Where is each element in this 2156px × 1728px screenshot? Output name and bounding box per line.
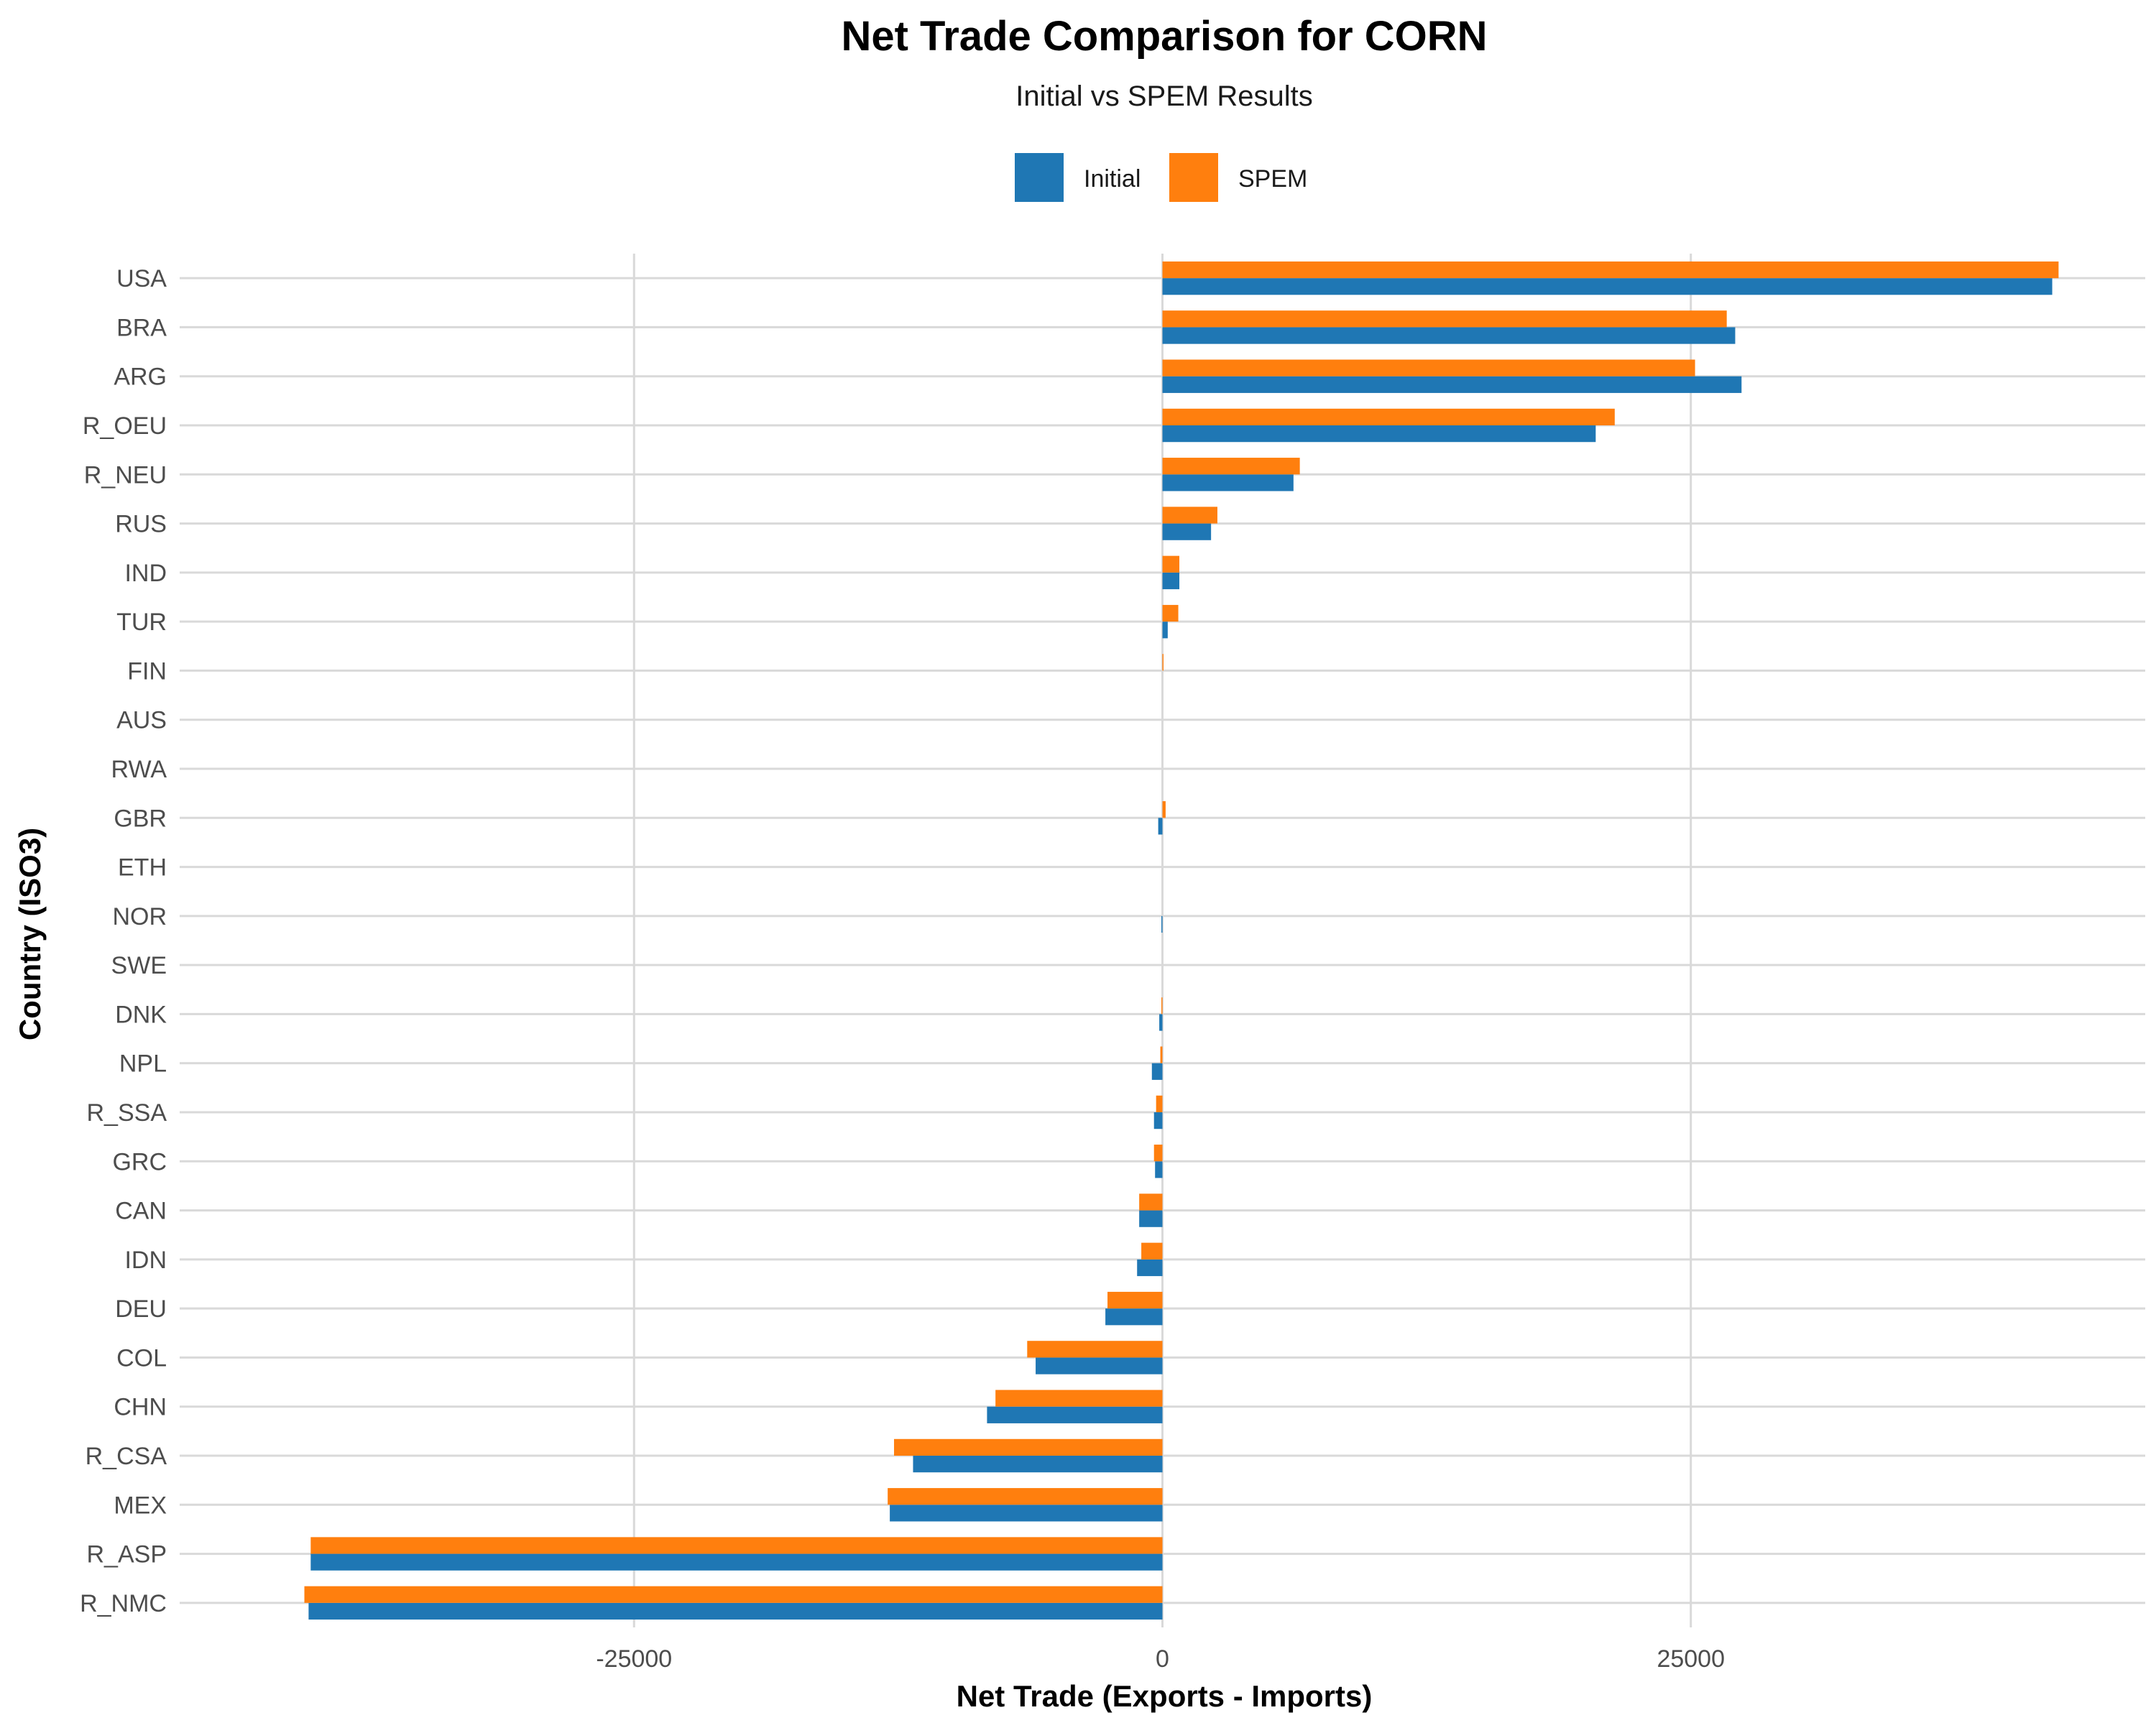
bar-spem <box>1160 1046 1163 1063</box>
bar-spem <box>304 1586 1163 1603</box>
bar-spem <box>1162 408 1615 425</box>
legend-label-initial: Initial <box>1084 165 1141 193</box>
bar-spem <box>1162 604 1179 622</box>
bar-spem <box>1162 507 1217 524</box>
y-tick-label: FIN <box>127 657 167 685</box>
y-axis-labels: USA BRA ARG R_OEU R_NEU RUS IND TUR FIN AUS RWA GBR… <box>80 265 167 1617</box>
x-tick-label: -25000 <box>596 1645 672 1673</box>
bar-spem <box>1162 458 1300 475</box>
bar-initial <box>1162 572 1180 590</box>
bar-spem <box>1162 310 1727 328</box>
y-axis-title: Country (ISO3) <box>13 828 47 1040</box>
bar-initial <box>1162 376 1742 393</box>
bar-spem <box>1153 1145 1163 1162</box>
y-tick-label: IND <box>124 560 167 587</box>
bar-spem <box>310 1537 1163 1554</box>
bar-initial <box>1155 1161 1163 1178</box>
bar-initial <box>1162 425 1596 443</box>
y-tick-label: DNK <box>115 1001 167 1028</box>
x-tick-label: 25000 <box>1657 1645 1725 1673</box>
y-tick-label: NOR <box>112 903 167 930</box>
y-tick-label: CHN <box>114 1394 167 1421</box>
y-tick-label: BRA <box>116 314 167 341</box>
bar-initial <box>1151 1063 1163 1080</box>
legend-swatch-initial <box>1015 153 1064 202</box>
bar-initial <box>1158 818 1163 835</box>
y-tick-label: R_NEU <box>84 461 167 489</box>
legend-label-spem: SPEM <box>1238 165 1307 193</box>
bar-spem <box>1139 1193 1163 1211</box>
x-axis-title: Net Trade (Exports - Imports) <box>957 1679 1373 1713</box>
y-tick-label: GBR <box>114 805 167 832</box>
y-tick-label: GRC <box>112 1148 167 1175</box>
bar-initial <box>310 1553 1163 1571</box>
bar-initial <box>1162 622 1168 639</box>
chart-subtitle: Initial vs SPEM Results <box>1015 80 1312 112</box>
bar-initial <box>1162 474 1294 491</box>
bar-spem <box>1162 359 1695 376</box>
legend-swatch-spem <box>1169 153 1218 202</box>
y-tick-label: AUS <box>116 707 167 734</box>
bar-spem <box>888 1488 1163 1505</box>
bar-initial <box>1036 1357 1163 1374</box>
y-tick-label: R_CSA <box>86 1443 167 1470</box>
y-tick-label: R_NMC <box>80 1590 167 1617</box>
bar-initial <box>1153 1112 1163 1129</box>
y-tick-label: RWA <box>111 756 167 783</box>
bar-spem <box>1162 654 1164 671</box>
bar-initial <box>1139 1210 1163 1227</box>
bar-initial <box>1162 327 1736 344</box>
legend: Initial SPEM <box>1015 153 1307 202</box>
y-tick-label: RUS <box>115 511 167 538</box>
x-tick-label: 0 <box>1156 1645 1169 1673</box>
y-tick-label: ARG <box>114 364 167 391</box>
bars <box>304 261 2059 1620</box>
bar-initial <box>1159 1014 1163 1031</box>
bar-initial <box>1137 1259 1163 1277</box>
bar-spem <box>1162 555 1180 573</box>
y-tick-label: R_OEU <box>83 412 167 440</box>
y-tick-label: COL <box>116 1344 167 1372</box>
bar-spem <box>894 1438 1163 1456</box>
bar-spem <box>1027 1341 1163 1358</box>
bar-spem <box>1161 997 1163 1015</box>
bar-initial <box>1162 523 1212 540</box>
bar-spem <box>1162 261 2059 279</box>
y-tick-label: TUR <box>116 609 167 636</box>
bar-spem <box>1141 1242 1163 1260</box>
y-tick-label: DEU <box>115 1295 167 1323</box>
bar-spem <box>1107 1291 1163 1309</box>
y-tick-label: NPL <box>119 1050 167 1078</box>
y-tick-label: IDN <box>124 1247 167 1274</box>
bar-spem <box>995 1390 1163 1407</box>
chart-title: Net Trade Comparison for CORN <box>841 13 1487 60</box>
bar-spem <box>1156 1095 1163 1112</box>
y-tick-label: CAN <box>115 1198 167 1225</box>
bar-spem <box>1162 801 1166 818</box>
x-axis-ticks: -25000 0 25000 <box>596 1645 1725 1673</box>
bar-initial <box>308 1602 1163 1620</box>
bar-initial <box>1161 915 1163 933</box>
y-tick-label: USA <box>116 265 167 292</box>
y-tick-label: MEX <box>114 1492 167 1519</box>
bar-initial <box>913 1456 1163 1473</box>
bar-initial <box>890 1505 1163 1522</box>
y-tick-label: R_ASP <box>87 1541 167 1568</box>
bar-initial <box>1105 1308 1163 1326</box>
y-tick-label: SWE <box>111 952 167 979</box>
bar-initial <box>987 1406 1163 1423</box>
y-tick-label: ETH <box>118 854 167 882</box>
bar-initial <box>1162 278 2053 295</box>
y-tick-label: R_SSA <box>87 1099 167 1127</box>
